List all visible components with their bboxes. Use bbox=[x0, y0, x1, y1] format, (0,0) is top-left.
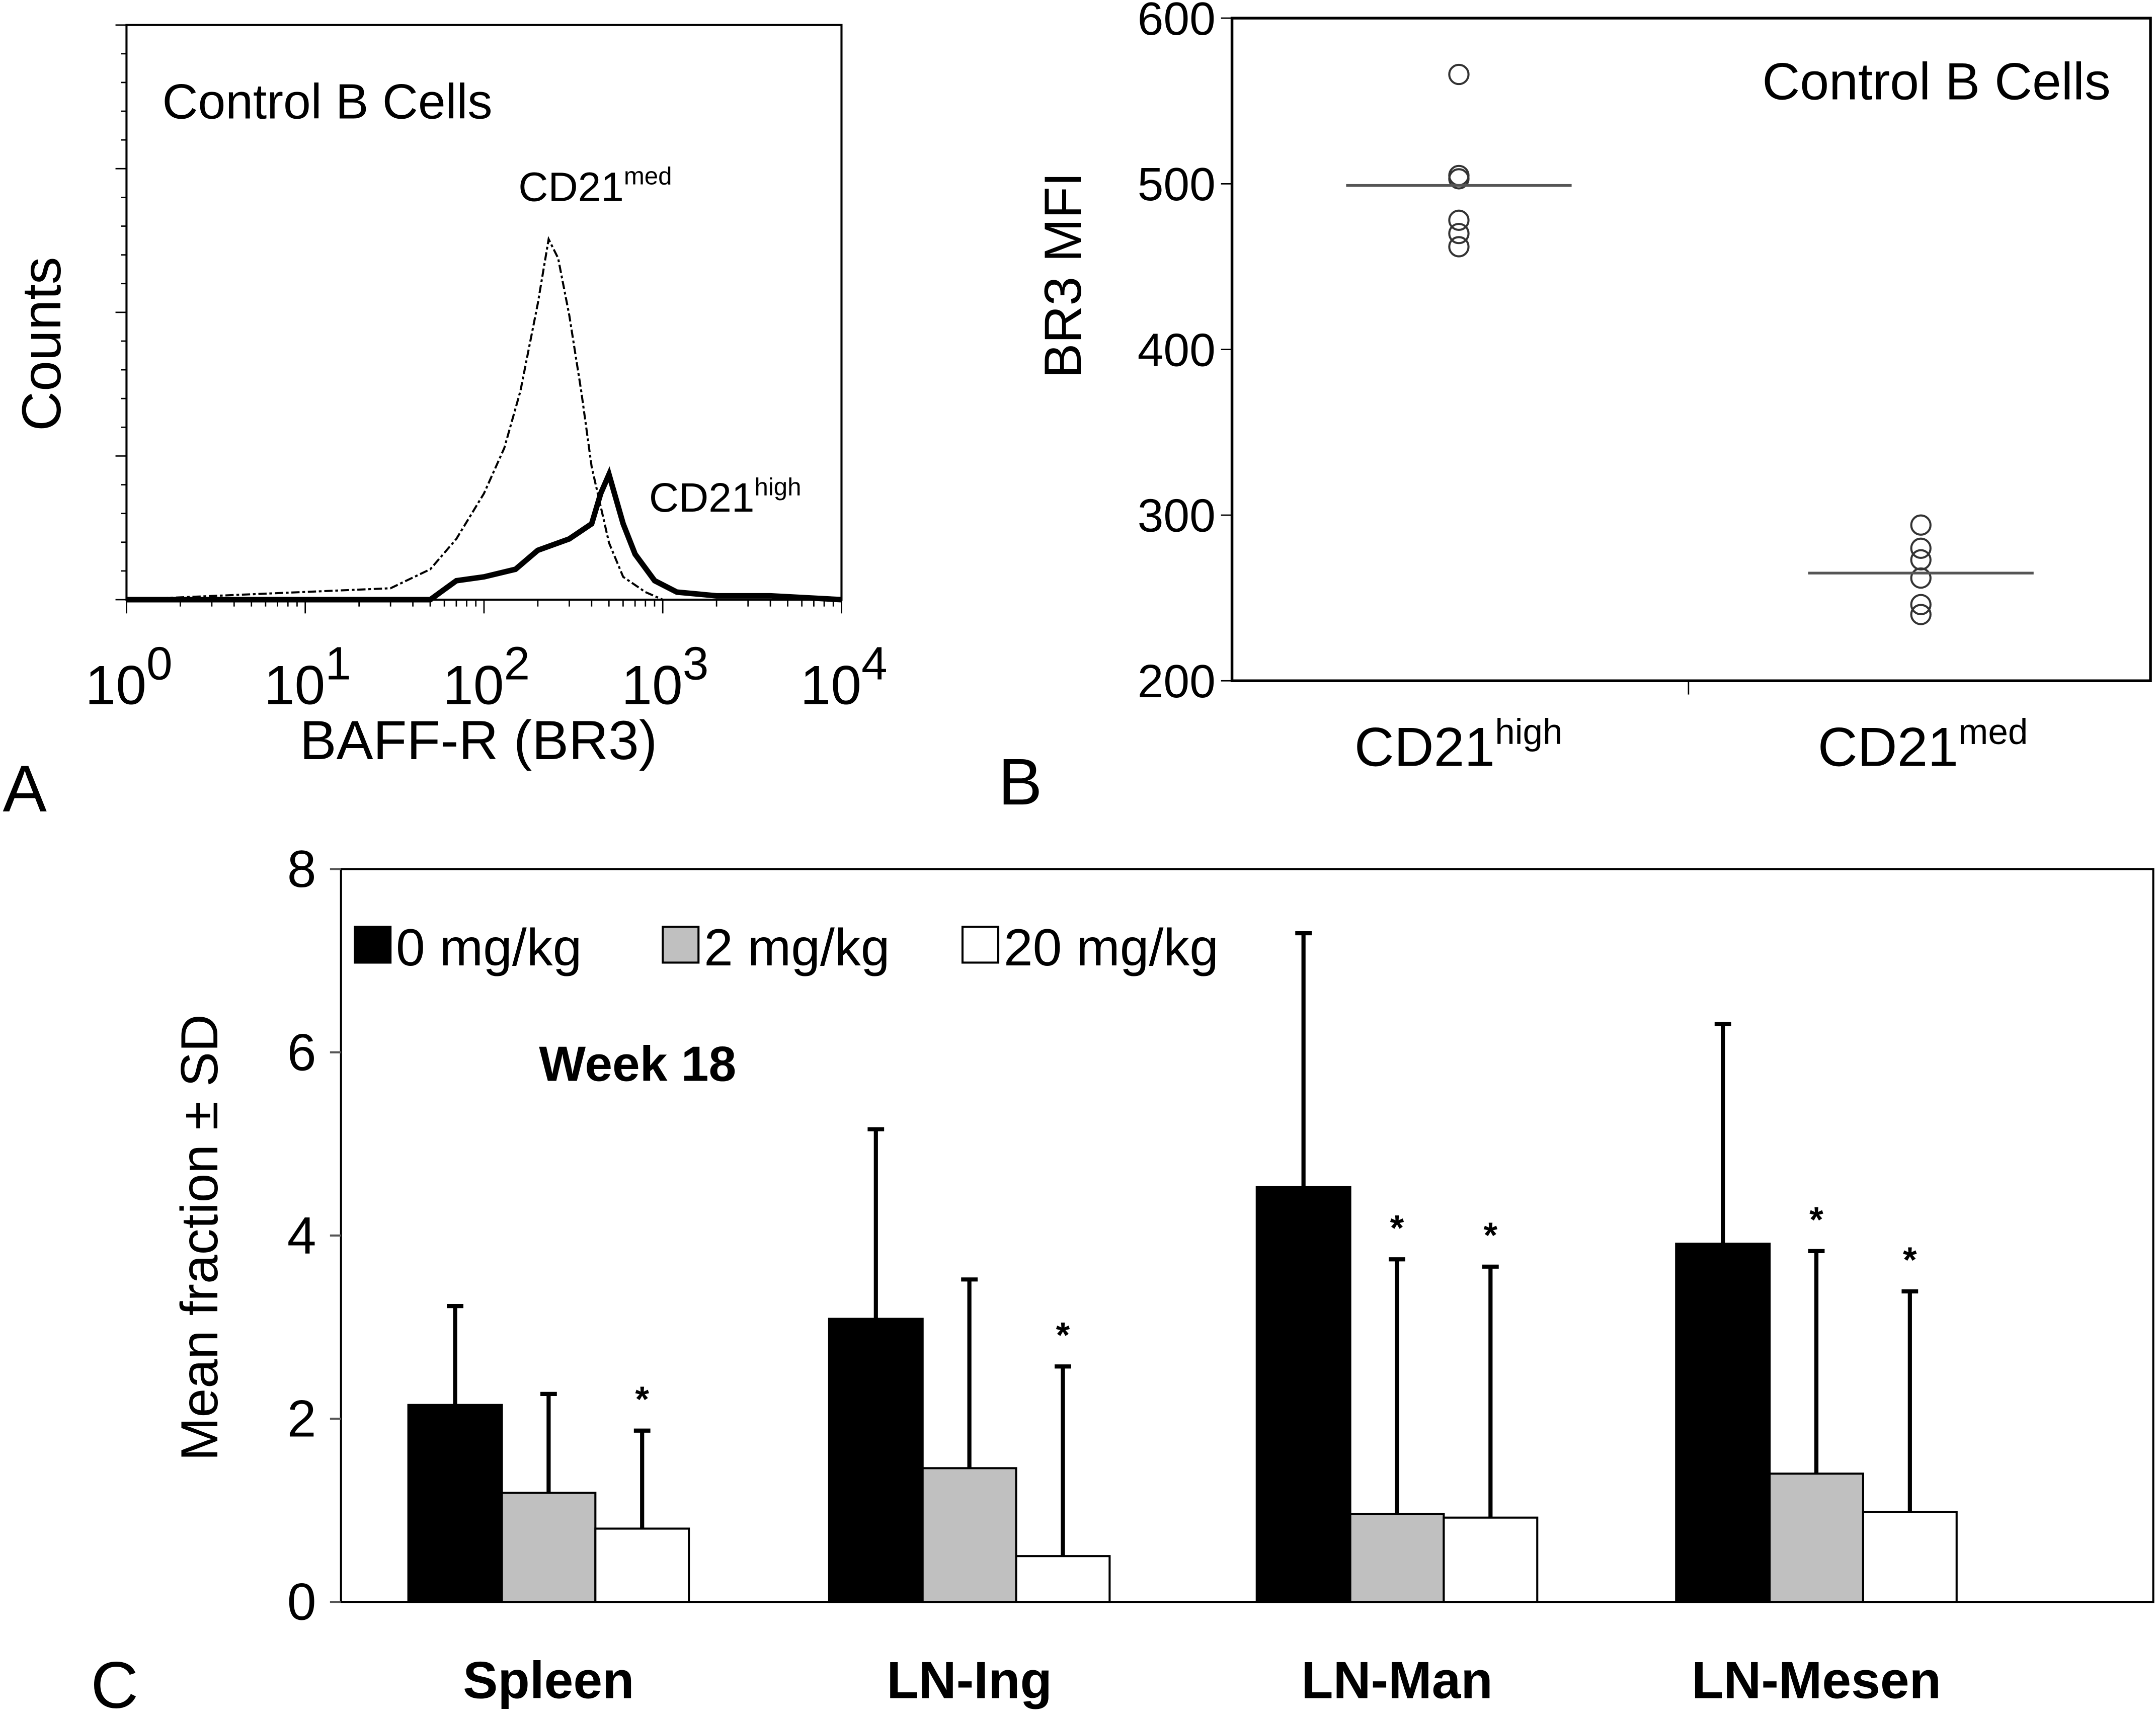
panel-a-y-axis-label: Counts bbox=[11, 257, 72, 431]
y-tick-label: 300 bbox=[1138, 489, 1216, 542]
significance-marker: * bbox=[1056, 1316, 1070, 1355]
y-tick-label: 200 bbox=[1138, 655, 1216, 707]
x-tick-base: 10 bbox=[443, 655, 504, 716]
bar-2-mg-kg bbox=[921, 1467, 1017, 1603]
data-point bbox=[1910, 567, 1932, 589]
panel-c-y-ticks: 0 2 4 6 8 bbox=[287, 840, 341, 1631]
panel-c-annotation: Week 18 bbox=[539, 1036, 736, 1091]
panel-c-legend: 0 mg/kg 2 mg/kg 20 mg/kg bbox=[354, 919, 1219, 977]
panel-b-plot-frame bbox=[1230, 17, 2152, 682]
y-tick-label: 0 bbox=[287, 1573, 316, 1631]
bar-0-mg-kg bbox=[1255, 1186, 1351, 1603]
y-tick-label: 8 bbox=[287, 840, 316, 898]
panel-c-plot-frame bbox=[340, 868, 2154, 1603]
bar-20-mg-kg bbox=[1862, 1511, 1958, 1603]
panel-b-y-ticks: 200 300 400 500 600 bbox=[1138, 0, 1232, 707]
panel-a-x-tick-labels: 100 101 102 103 104 bbox=[85, 637, 887, 716]
y-tick-label: 2 bbox=[287, 1390, 316, 1448]
data-point bbox=[1910, 514, 1932, 536]
histogram-cd21-med bbox=[126, 235, 664, 601]
data-point bbox=[1448, 209, 1470, 231]
panel-b-letter: B bbox=[998, 745, 1042, 818]
x-tick-label: 102 bbox=[443, 637, 530, 716]
panel-b-points bbox=[1346, 63, 2034, 625]
data-point bbox=[1448, 236, 1470, 258]
x-tick-base: 10 bbox=[621, 655, 683, 716]
y-tick-label: 400 bbox=[1138, 323, 1216, 376]
significance-marker: * bbox=[1809, 1200, 1823, 1240]
x-tick-label: 101 bbox=[264, 637, 351, 716]
legend-label: 0 mg/kg bbox=[396, 919, 582, 977]
panel-a-label-high: CD21high bbox=[649, 473, 802, 521]
significance-marker: * bbox=[1390, 1208, 1404, 1248]
legend-label: 2 mg/kg bbox=[704, 919, 890, 977]
histogram-cd21-high bbox=[126, 466, 842, 603]
x-tick-label: 103 bbox=[621, 637, 708, 716]
y-tick-label: 4 bbox=[287, 1206, 316, 1265]
panel-a-letter: A bbox=[3, 752, 47, 826]
significance-marker: * bbox=[1484, 1216, 1498, 1256]
y-tick-label: 500 bbox=[1138, 158, 1216, 210]
x-tick-base: 10 bbox=[264, 655, 326, 716]
bar-0-mg-kg bbox=[828, 1318, 924, 1603]
bar-2-mg-kg bbox=[1349, 1513, 1445, 1603]
data-point bbox=[1448, 168, 1470, 190]
bar-20-mg-kg bbox=[594, 1527, 690, 1603]
y-tick-label: 6 bbox=[287, 1023, 316, 1082]
bar-0-mg-kg bbox=[1675, 1243, 1771, 1603]
bar-20-mg-kg bbox=[1443, 1516, 1539, 1603]
panel-c-y-axis-label: Mean fraction ± SD bbox=[171, 1014, 229, 1461]
x-category-label: LN-Ing bbox=[887, 1651, 1052, 1709]
x-category-label: LN-Man bbox=[1301, 1651, 1493, 1709]
panel-b-x-label-med: CD21med bbox=[1818, 712, 2028, 778]
bar-2-mg-kg bbox=[501, 1492, 597, 1603]
panel-b-x-label-high: CD21high bbox=[1354, 712, 1563, 778]
x-tick-base: 10 bbox=[800, 655, 861, 716]
x-tick-exponent: 0 bbox=[146, 637, 173, 690]
panel-a-histogram: Control B Cells CD21med CD21high Counts … bbox=[3, 24, 888, 826]
panel-c-letter: C bbox=[91, 1648, 138, 1719]
panel-a-title: Control B Cells bbox=[162, 74, 492, 129]
significance-marker: * bbox=[635, 1379, 649, 1419]
legend-swatch bbox=[354, 926, 392, 964]
bar-2-mg-kg bbox=[1769, 1472, 1864, 1603]
x-tick-exponent: 1 bbox=[325, 637, 351, 690]
panel-a-label-med: CD21med bbox=[518, 162, 672, 210]
x-tick-exponent: 2 bbox=[504, 637, 530, 690]
x-tick-exponent: 4 bbox=[861, 637, 888, 690]
legend-label: 20 mg/kg bbox=[1004, 919, 1219, 977]
x-tick-label: 104 bbox=[800, 637, 887, 716]
x-category-label: Spleen bbox=[463, 1651, 634, 1709]
panel-c-x-labels: Spleen LN-Ing LN-Man LN-Mesen bbox=[463, 1651, 1941, 1709]
data-point bbox=[1910, 537, 1932, 559]
data-point bbox=[1910, 594, 1932, 615]
bar-0-mg-kg bbox=[407, 1404, 503, 1603]
data-point bbox=[1448, 63, 1470, 86]
bar-20-mg-kg bbox=[1015, 1555, 1111, 1603]
x-tick-label: 100 bbox=[85, 637, 172, 716]
legend-swatch bbox=[961, 926, 1000, 964]
panel-a-x-axis-label: BAFF-R (BR3) bbox=[300, 710, 657, 771]
panel-c-bars: * * * * * * bbox=[407, 931, 1958, 1603]
x-category-label: LN-Mesen bbox=[1692, 1651, 1941, 1709]
panel-a-y-ticks bbox=[115, 24, 127, 601]
panel-b-y-axis-label: BR3 MFI bbox=[1034, 172, 1092, 378]
data-point bbox=[1910, 549, 1932, 571]
panel-a-series bbox=[126, 235, 842, 603]
panel-b-title: Control B Cells bbox=[1762, 52, 2110, 111]
significance-marker: * bbox=[1903, 1241, 1917, 1280]
x-tick-exponent: 3 bbox=[683, 637, 709, 690]
y-tick-label: 600 bbox=[1138, 0, 1216, 45]
x-tick-base: 10 bbox=[85, 655, 146, 716]
data-point bbox=[1448, 222, 1470, 244]
legend-swatch bbox=[662, 926, 700, 964]
data-point bbox=[1910, 604, 1932, 625]
